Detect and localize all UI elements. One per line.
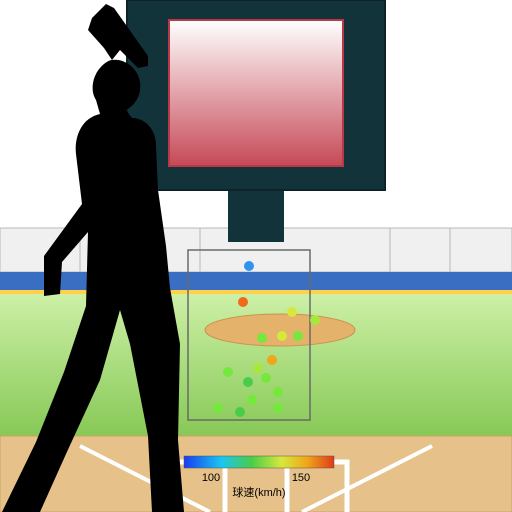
pitch-marker bbox=[273, 403, 283, 413]
pitch-marker bbox=[235, 407, 245, 417]
pitch-marker bbox=[257, 333, 267, 343]
pitch-marker bbox=[238, 297, 248, 307]
pitch-marker bbox=[243, 377, 253, 387]
pitch-marker bbox=[267, 355, 277, 365]
scoreboard-post bbox=[228, 190, 284, 242]
pitch-marker bbox=[244, 261, 254, 271]
colorbar-axis-label: 球速(km/h) bbox=[232, 485, 285, 499]
pitch-marker bbox=[277, 331, 287, 341]
pitch-marker bbox=[213, 403, 223, 413]
pitch-marker bbox=[261, 373, 271, 383]
stands-wall bbox=[0, 272, 512, 290]
pitch-marker bbox=[273, 387, 283, 397]
pitch-marker bbox=[253, 363, 263, 373]
pitch-marker bbox=[293, 331, 303, 341]
pitchers-mound bbox=[205, 314, 355, 346]
colorbar bbox=[184, 456, 334, 468]
colorbar-tick-label: 150 bbox=[292, 472, 310, 484]
pitch-marker bbox=[310, 315, 320, 325]
pitch-location-chart: 100 150 球速(km/h) bbox=[0, 0, 512, 512]
pitch-marker bbox=[223, 367, 233, 377]
pitch-marker bbox=[287, 307, 297, 317]
colorbar-tick-label: 100 bbox=[202, 472, 220, 484]
scoreboard-screen bbox=[169, 20, 343, 166]
pitch-marker bbox=[247, 395, 257, 405]
infield-dirt bbox=[0, 436, 512, 512]
